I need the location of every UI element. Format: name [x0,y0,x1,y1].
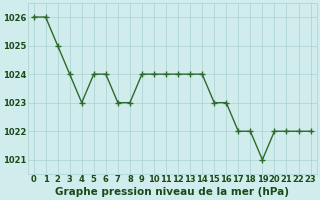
X-axis label: Graphe pression niveau de la mer (hPa): Graphe pression niveau de la mer (hPa) [55,187,289,197]
